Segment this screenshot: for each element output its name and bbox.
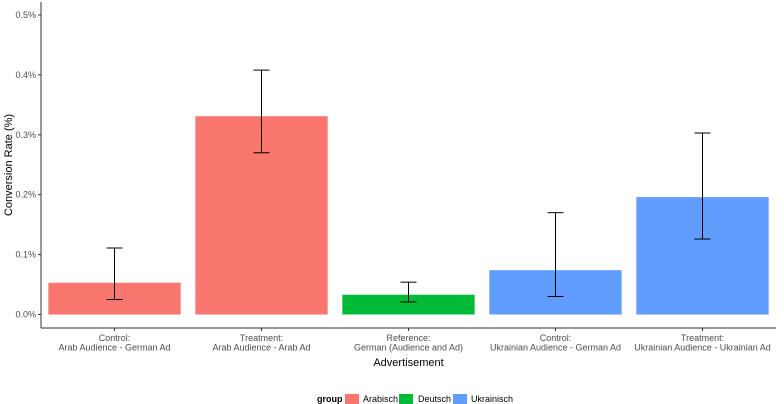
y-tick-label: 0.2% — [15, 190, 36, 200]
x-tick-label: Ukrainian Audience - German Ad — [490, 343, 621, 353]
bar — [342, 294, 475, 315]
error-bar — [694, 132, 711, 240]
x-tick-label: Control: — [540, 333, 572, 343]
legend-title: group — [317, 394, 343, 404]
y-tick-label: 0.1% — [15, 250, 36, 260]
y-tick-label: 0.3% — [15, 130, 36, 140]
legend-label: Ukrainisch — [471, 394, 513, 404]
legend-label: Deutsch — [418, 394, 451, 404]
legend-label: Arabisch — [363, 394, 398, 404]
error-bar — [547, 212, 564, 298]
error-bar — [253, 69, 270, 154]
x-tick-label: Control: — [99, 333, 131, 343]
legend: group Arabisch Deutsch Ukrainisch — [317, 394, 513, 404]
y-tick-label: 0.0% — [15, 310, 36, 320]
x-tick-label: Arab Audience - German Ad — [58, 343, 170, 353]
x-tick-label: Treatment: — [240, 333, 283, 343]
x-axis-ticks: Control:Arab Audience - German AdTreatme… — [58, 328, 771, 353]
x-tick-label: Ukrainian Audience - Ukrainian Ad — [634, 343, 771, 353]
x-tick-label: Treatment: — [681, 333, 724, 343]
plot-area — [48, 69, 769, 315]
error-bar — [400, 281, 417, 303]
y-tick-label: 0.4% — [15, 70, 36, 80]
y-axis-ticks: 0.0% 0.1% 0.2% 0.3% 0.4% 0.5% — [15, 10, 41, 320]
x-tick-label: German (Audience and Ad) — [354, 343, 463, 353]
legend-key — [345, 394, 359, 404]
y-axis-title: Conversion Rate (%) — [3, 114, 15, 216]
x-tick-label: Arab Audience - Arab Ad — [212, 343, 310, 353]
x-tick-label: Reference: — [386, 333, 430, 343]
y-tick-label: 0.5% — [15, 10, 36, 20]
x-axis-title: Advertisement — [373, 357, 443, 369]
legend-key — [453, 394, 467, 404]
error-bar — [106, 247, 123, 301]
legend-key — [399, 394, 413, 404]
